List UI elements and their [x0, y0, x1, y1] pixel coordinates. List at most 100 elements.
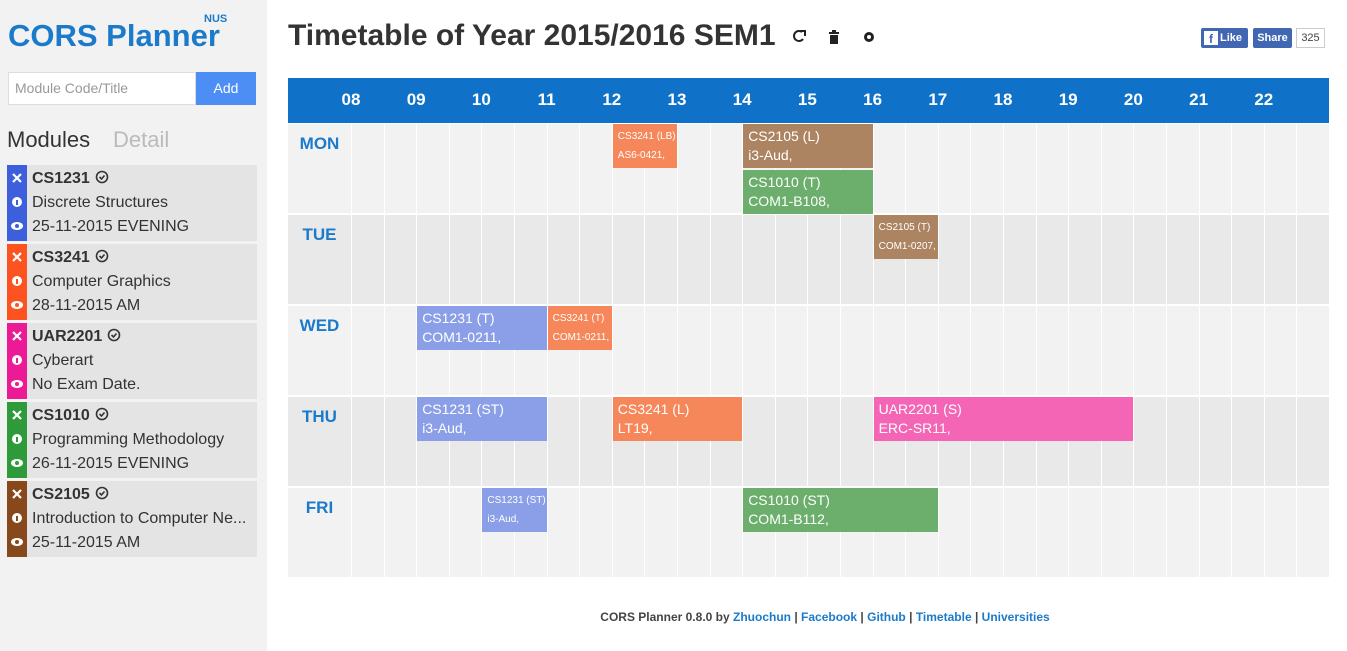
grid-line [1329, 215, 1330, 304]
footer: CORS Planner 0.8.0 by Zhuochun | Faceboo… [0, 610, 1347, 624]
lesson-block[interactable]: CS1231 (ST) i3-Aud, [482, 488, 547, 532]
search-input[interactable]: Module Code/Title [8, 72, 196, 105]
module-card[interactable]: UAR2201 Cyberart No Exam Date. [7, 323, 257, 399]
lesson-name: CS3241 (T) [552, 313, 605, 324]
grid-line [1100, 124, 1102, 213]
grid-line [807, 306, 809, 395]
logo[interactable]: CORS Planner [8, 18, 220, 53]
module-card[interactable]: CS3241 Computer Graphics 28-11-2015 AM [7, 244, 257, 320]
lesson-block[interactable]: UAR2201 (S) ERC-SR11, [873, 397, 1134, 441]
remove-icon[interactable] [12, 489, 22, 499]
module-title: Cyberart [32, 352, 94, 369]
grid-line [383, 488, 385, 577]
info-icon[interactable] [12, 513, 22, 523]
grid-line [416, 215, 418, 304]
module-code-row: CS1231 [32, 170, 111, 188]
lesson-venue: COM1-B112, [748, 511, 829, 527]
tab-detail[interactable]: Detail [113, 127, 170, 152]
hour-label: 10 [471, 90, 491, 109]
grid-line [937, 306, 939, 395]
eye-icon[interactable] [11, 222, 23, 230]
fb-like[interactable]: f Like [1201, 28, 1248, 48]
grid-line [383, 124, 385, 213]
day-label: TUE [302, 225, 337, 244]
footer-link[interactable]: Facebook [801, 610, 858, 624]
lesson-block[interactable]: CS3241 (T) COM1-0211, [547, 306, 612, 350]
fb-share[interactable]: Share [1253, 28, 1292, 48]
grid-line [872, 124, 874, 213]
module-card[interactable]: CS1010 Programming Methodology 26-11-2015 … [7, 402, 257, 478]
grid-line [1198, 488, 1200, 577]
grid-line [1133, 306, 1135, 395]
grid-line [514, 488, 515, 577]
module-card[interactable]: CS2105 Introduction to Computer Ne... 25-1… [7, 481, 257, 557]
lesson-block[interactable]: CS3241 (LB) AS6-0421, [612, 124, 677, 168]
grid-line [644, 397, 646, 486]
info-icon[interactable] [12, 276, 22, 286]
grid-line [611, 488, 613, 577]
eye-icon[interactable] [11, 301, 23, 309]
day-label: MON [299, 134, 340, 153]
grid-line [677, 215, 678, 304]
lesson-block[interactable]: CS2105 (T) COM1-0207, [873, 215, 938, 259]
module-strip [7, 165, 27, 241]
info-icon[interactable] [12, 197, 22, 207]
footer-link[interactable]: Universities [981, 610, 1050, 624]
lesson-venue: AS6-0421, [617, 150, 666, 161]
footer-link[interactable]: Timetable [915, 610, 972, 624]
trash-icon[interactable] [829, 30, 839, 44]
grid-line [546, 397, 548, 486]
grid-line [774, 124, 776, 213]
remove-icon[interactable] [12, 410, 22, 420]
sidebar: CORS Planner NUS Module Code/Title Add M… [0, 0, 267, 651]
share-icon[interactable] [793, 30, 806, 42]
lesson-block[interactable]: CS1231 (T) COM1-0211, [417, 306, 547, 350]
lesson-block[interactable]: CS1010 (ST) COM1-B112, [743, 488, 938, 532]
grid-line [1296, 215, 1298, 304]
eye-icon[interactable] [11, 380, 23, 388]
info-icon[interactable] [12, 434, 22, 444]
module-exam: 25-11-2015 EVENING [32, 218, 190, 235]
remove-icon[interactable] [12, 173, 22, 183]
remove-icon[interactable] [12, 331, 22, 341]
hour-label: 09 [406, 90, 426, 109]
add-button[interactable]: Add [196, 72, 256, 105]
grid-line [1198, 306, 1200, 395]
lesson-block[interactable]: CS2105 (L) i3-Aud, [743, 124, 873, 168]
hour-label: 14 [732, 90, 752, 109]
grid-line [774, 397, 776, 486]
lesson-block[interactable]: CS1231 (ST) i3-Aud, [417, 397, 547, 441]
grid-line [448, 488, 450, 577]
grid-line [742, 488, 744, 577]
module-card[interactable]: CS1231 Discrete Structures 25-11-2015 EVEN… [7, 165, 257, 241]
grid-line [1100, 397, 1102, 486]
grid-line [1263, 397, 1265, 486]
grid-line [1166, 488, 1167, 577]
module-icons [11, 489, 23, 546]
lesson-block[interactable]: CS1010 (T) COM1-B108, [743, 170, 873, 214]
hour-label: 08 [341, 90, 361, 109]
grid-line [872, 306, 874, 395]
lesson-name: CS3241 (LB) [617, 131, 676, 142]
grid-line [872, 397, 874, 486]
eye-icon[interactable] [11, 459, 23, 467]
grid-line [1035, 488, 1037, 577]
grid-line [1231, 397, 1233, 486]
module-strip [7, 323, 27, 399]
grid-line [1231, 306, 1233, 395]
footer-link[interactable]: Zhuochun [733, 610, 791, 624]
footer-text: CORS Planner 0.8.0 by [600, 610, 730, 624]
grid-line [546, 215, 548, 304]
remove-icon[interactable] [12, 252, 22, 262]
eye-icon[interactable] [11, 538, 23, 546]
info-icon[interactable] [12, 355, 22, 365]
tab-modules[interactable]: Modules [7, 127, 91, 152]
module-title: Programming Methodology [32, 431, 225, 448]
grid-line [677, 124, 678, 213]
footer-link[interactable]: Github [867, 610, 906, 624]
lesson-block[interactable]: CS3241 (L) LT19, [612, 397, 743, 441]
settings-icon[interactable] [864, 32, 874, 42]
grid-line [1166, 124, 1167, 213]
grid-line [1263, 488, 1265, 577]
